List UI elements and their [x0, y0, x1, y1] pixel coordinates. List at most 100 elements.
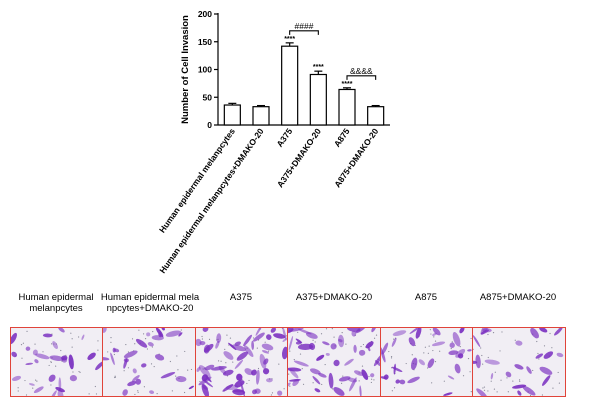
membrane-pore [36, 380, 38, 382]
membrane-pore [180, 329, 182, 331]
stained-cell [338, 376, 351, 382]
membrane-pore [467, 357, 470, 360]
stained-cell [395, 379, 400, 384]
stained-cell [231, 344, 247, 352]
stained-cell [204, 343, 214, 353]
stained-cell [205, 376, 212, 383]
stained-cell [87, 352, 96, 360]
membrane-pore [264, 341, 266, 343]
membrane-pore [78, 336, 80, 338]
stained-cell [50, 390, 57, 396]
membrane-pore [371, 378, 373, 380]
membrane-pore [358, 380, 360, 382]
bar [309, 73, 327, 126]
stained-cell [539, 328, 548, 333]
membrane-pore [107, 351, 109, 353]
membrane-pore [496, 391, 498, 393]
membrane-pore [541, 394, 544, 396]
membrane-pore [53, 343, 55, 345]
stained-cell [322, 341, 330, 346]
membrane-pore [388, 350, 390, 353]
membrane-pore [220, 360, 222, 362]
micrograph-image [288, 328, 380, 396]
stained-cell [160, 371, 176, 379]
micrograph-hem [11, 328, 103, 396]
stained-cell [175, 376, 187, 383]
membrane-pore [361, 365, 364, 367]
membrane-pore [345, 343, 347, 345]
membrane-pore [487, 356, 489, 359]
comparison-bracket [289, 30, 319, 35]
stained-cell [256, 369, 260, 385]
membrane-pore [537, 352, 539, 355]
stained-cell [443, 392, 453, 396]
membrane-pore [156, 393, 158, 395]
micrograph-image [381, 328, 472, 396]
membrane-pore [278, 363, 280, 365]
stained-cell [407, 376, 420, 384]
stained-cell [251, 340, 255, 350]
membrane-pore [187, 369, 189, 371]
membrane-pore [469, 371, 471, 373]
stained-cell [318, 373, 327, 378]
membrane-pore [72, 371, 74, 373]
membrane-pore [289, 385, 291, 387]
membrane-pore [32, 387, 34, 389]
membrane-pore [71, 338, 73, 340]
stained-cell [556, 352, 564, 358]
stained-cell [165, 330, 182, 337]
membrane-pore [97, 349, 99, 351]
membrane-pore [490, 380, 492, 382]
membrane-pore [246, 382, 248, 385]
stained-cell [204, 364, 215, 371]
membrane-pore [424, 346, 426, 348]
membrane-pore [55, 365, 57, 367]
stained-cell [367, 346, 371, 352]
stained-cell [202, 328, 209, 332]
stained-cell [353, 344, 357, 353]
stained-cell [154, 354, 165, 361]
membrane-pore [492, 332, 495, 334]
membrane-pore [470, 391, 472, 393]
membrane-pore [473, 348, 474, 351]
membrane-pore [362, 343, 365, 346]
stained-cell [146, 332, 151, 337]
stained-cell [554, 328, 563, 336]
membrane-pore [257, 367, 260, 370]
membrane-pore [184, 350, 186, 353]
stained-cell [25, 362, 34, 366]
membrane-pore [333, 336, 335, 338]
membrane-pore [48, 364, 50, 367]
stained-cell [351, 330, 357, 337]
stained-cell [328, 372, 334, 389]
stained-cell [234, 341, 241, 346]
membrane-pore [70, 332, 72, 334]
panel-label-a375: A375 [229, 292, 253, 303]
micrograph-image [196, 328, 287, 396]
membrane-pore [483, 386, 486, 388]
stained-cell [459, 328, 465, 334]
membrane-pore [88, 393, 90, 395]
membrane-pore [34, 343, 36, 345]
membrane-pore [451, 341, 453, 343]
membrane-pore [341, 382, 343, 384]
stained-cell [517, 390, 522, 396]
membrane-pore [50, 361, 52, 363]
micrograph-background [11, 328, 102, 396]
stained-cell [196, 338, 202, 347]
stained-cell [282, 346, 287, 360]
membrane-pore [427, 352, 429, 354]
stained-cell [432, 332, 437, 336]
stained-cell [196, 366, 201, 372]
membrane-pore [134, 343, 136, 345]
stained-cell [201, 383, 210, 396]
membrane-pore [78, 370, 80, 373]
stained-cell [452, 331, 461, 347]
stained-cell [289, 368, 299, 379]
membrane-pore [267, 350, 270, 352]
membrane-pore [123, 370, 125, 372]
membrane-pore [370, 381, 372, 384]
stained-cell [252, 389, 258, 395]
bar [281, 45, 299, 126]
stained-cell [42, 333, 53, 338]
